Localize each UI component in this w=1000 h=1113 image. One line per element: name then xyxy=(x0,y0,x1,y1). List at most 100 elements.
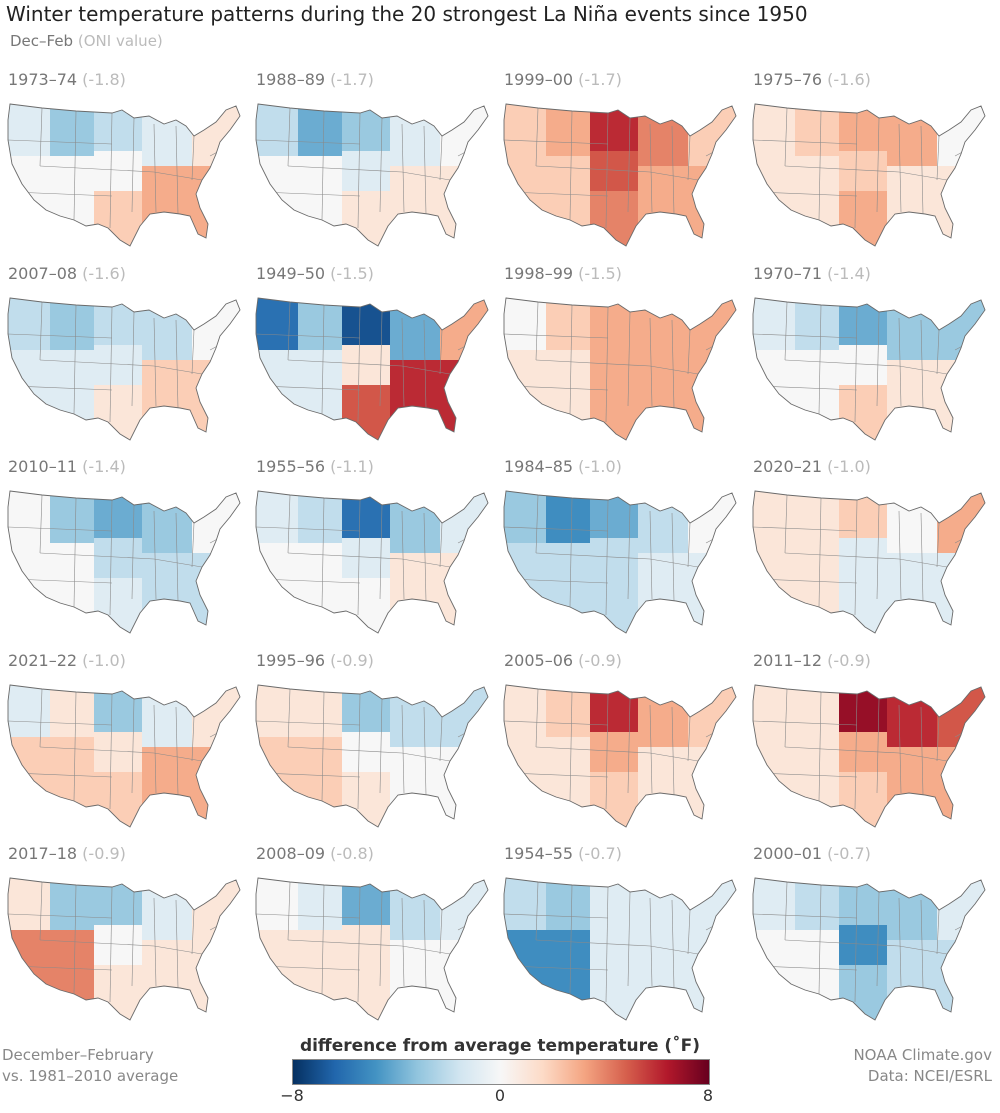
state-border xyxy=(401,123,405,213)
region-nw xyxy=(256,298,299,351)
state-border xyxy=(649,171,699,181)
state-border xyxy=(876,117,880,213)
region-nw xyxy=(504,491,547,544)
state-border xyxy=(287,165,403,173)
region-nmw xyxy=(390,878,441,941)
state-border xyxy=(287,301,291,361)
state-border xyxy=(687,716,691,762)
state-border xyxy=(439,329,443,375)
panel-oni: (-0.8) xyxy=(330,844,374,863)
period-note-line-2: vs. 1981–2010 average xyxy=(2,1067,179,1085)
state-border xyxy=(649,704,653,794)
panel-label: 1973–74 (-1.8) xyxy=(8,70,126,89)
us-outline xyxy=(255,490,489,634)
region-sw xyxy=(504,156,591,246)
panel-oni: (-1.8) xyxy=(82,70,126,89)
state-border xyxy=(423,319,427,409)
region-nw xyxy=(8,878,51,931)
state-border xyxy=(535,746,651,754)
panel-label: 2005–06 (-0.9) xyxy=(504,651,622,670)
region-nw xyxy=(753,685,796,738)
us-anomaly-map xyxy=(752,103,986,247)
us-anomaly-map xyxy=(255,684,489,828)
state-border xyxy=(321,304,325,415)
state-border xyxy=(784,165,900,173)
state-border xyxy=(818,884,822,995)
region-sp xyxy=(94,772,143,827)
panel-years: 2011–12 xyxy=(753,651,828,670)
map-panel: 2011–12 (-0.9) xyxy=(749,651,993,845)
panel-oni: (-1.0) xyxy=(827,457,871,476)
state-border xyxy=(175,899,179,989)
region-nw xyxy=(504,104,547,157)
state-border xyxy=(423,899,427,989)
us-anomaly-map xyxy=(7,490,241,634)
us-anomaly-map xyxy=(503,684,737,828)
us-outline xyxy=(503,684,737,828)
state-border xyxy=(379,504,383,600)
panel-years: 2007–08 xyxy=(8,264,83,283)
region-sp xyxy=(839,191,888,246)
state-border xyxy=(898,704,902,794)
us-outline xyxy=(752,684,986,828)
state-border xyxy=(818,110,822,221)
state-border xyxy=(131,117,135,213)
us-anomaly-map xyxy=(752,877,986,1021)
state-border xyxy=(401,558,451,568)
state-border xyxy=(671,319,675,409)
state-border xyxy=(687,522,691,568)
region-sp xyxy=(839,578,888,633)
state-border xyxy=(39,494,43,554)
state-border xyxy=(287,688,291,748)
state-border xyxy=(936,716,940,762)
us-anomaly-map xyxy=(7,103,241,247)
panel-years: 1999–00 xyxy=(504,70,579,89)
region-nw xyxy=(256,104,299,157)
state-border xyxy=(818,497,822,608)
panel-years: 1970–71 xyxy=(753,264,828,283)
region-sw xyxy=(504,930,591,1020)
map-panel: 1995–96 (-0.9) xyxy=(252,651,496,845)
us-outline xyxy=(255,297,489,441)
state-border xyxy=(920,899,924,989)
panel-years: 2021–22 xyxy=(8,651,83,670)
panel-oni: (-1.4) xyxy=(82,457,126,476)
region-nmw xyxy=(638,491,689,554)
state-border xyxy=(854,886,858,1003)
state-border xyxy=(649,558,699,568)
state-border xyxy=(153,510,157,600)
state-border xyxy=(109,112,113,229)
state-border xyxy=(357,306,361,423)
region-sp xyxy=(94,965,143,1020)
region-nmw xyxy=(390,685,441,748)
state-border xyxy=(535,301,539,361)
state-border xyxy=(256,913,361,919)
state-border xyxy=(535,881,539,941)
state-border xyxy=(818,304,822,415)
us-anomaly-map xyxy=(255,490,489,634)
us-anomaly-map xyxy=(752,684,986,828)
us-outline xyxy=(255,877,489,1021)
state-border xyxy=(131,311,135,407)
us-anomaly-map xyxy=(255,103,489,247)
region-sp xyxy=(342,578,391,633)
panel-label: 1949–50 (-1.5) xyxy=(256,264,374,283)
panel-years: 1954–55 xyxy=(504,844,579,863)
us-anomaly-map xyxy=(255,297,489,441)
state-border xyxy=(357,112,361,229)
panel-label: 2020–21 (-1.0) xyxy=(753,457,871,476)
state-border xyxy=(256,333,361,339)
map-panel: 1954–55 (-0.7) xyxy=(500,844,744,1038)
us-outline xyxy=(7,490,241,634)
state-border xyxy=(627,504,631,600)
state-border xyxy=(73,497,77,608)
state-border xyxy=(423,512,427,602)
state-border xyxy=(153,171,203,181)
state-border xyxy=(131,891,135,987)
us-anomaly-map xyxy=(752,297,986,441)
region-nmw xyxy=(638,104,689,167)
credit-line-1: NOAA Climate.gov xyxy=(853,1046,992,1064)
region-sp xyxy=(342,191,391,246)
region-sw xyxy=(753,156,840,246)
state-border xyxy=(153,365,203,375)
